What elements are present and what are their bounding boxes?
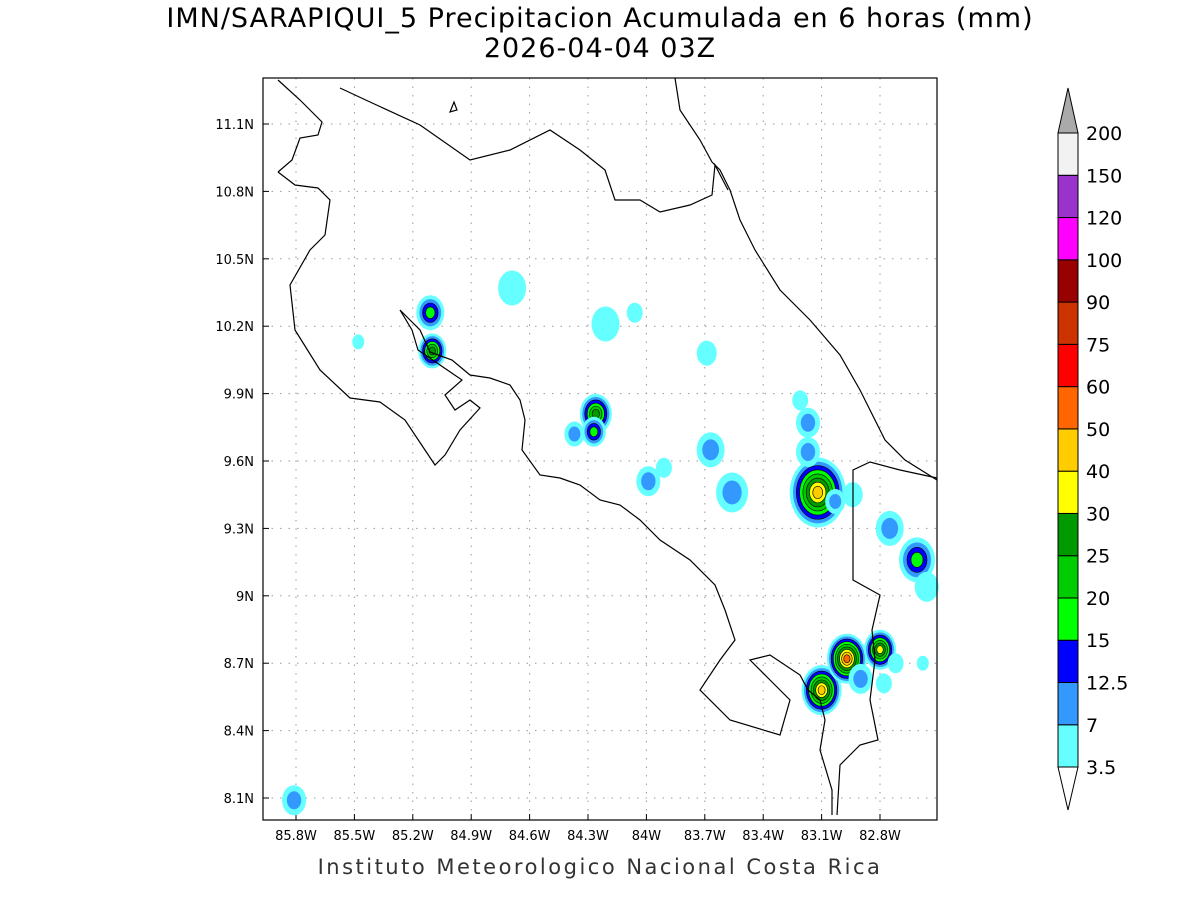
precip-contour-3.5: [655, 457, 672, 478]
precip-contour-7: [881, 517, 899, 539]
precip-contour-7: [641, 472, 656, 491]
colorbar-box-3.5: [1057, 724, 1079, 768]
precip-contour-7: [286, 791, 302, 810]
lon-tick-label: 83.4W: [742, 829, 784, 844]
precip-contour-7: [853, 669, 868, 688]
precip-contour-15: [425, 306, 436, 319]
precip-contour-30: [876, 645, 884, 655]
lon-tick-label: 84.3W: [567, 829, 609, 844]
lon-tick-label: 85.5W: [333, 829, 375, 844]
nicaragua-coastline: [277, 79, 729, 213]
precip-contour-40: [817, 685, 826, 695]
latitude-labels: 11.1N 10.8N 10.5N 10.2N 9.9N 9.6N 9.3N 9N 8.7N 8.…: [215, 118, 254, 807]
map-frame: [262, 77, 938, 821]
colorbar-box-12.5: [1057, 639, 1079, 684]
colorbar-box-150: [1057, 132, 1079, 176]
lon-tick-label: 84.9W: [450, 829, 492, 844]
colorbar-under-arrow: [1057, 766, 1079, 811]
lon-tick-label: 84W: [632, 829, 662, 844]
colorbar-box-25: [1057, 512, 1079, 557]
lon-tick-label: 85.8W: [275, 829, 317, 844]
colorbar-label: 75: [1086, 334, 1110, 356]
precip-contour-7: [829, 493, 842, 509]
lon-tick-label: 83.7W: [684, 829, 726, 844]
chart-subtitle: 2026-04-04 03Z: [483, 33, 717, 64]
colorbar-box-120: [1057, 174, 1079, 219]
island: [448, 100, 458, 113]
colorbar-label: 15: [1086, 630, 1110, 652]
footer-credit: Instituto Meteorologico Nacional Costa R…: [317, 855, 883, 879]
colorbar-box-90: [1057, 259, 1079, 303]
lat-tick-label: 9.6N: [224, 455, 254, 470]
precip-contour-15: [589, 426, 599, 438]
precip-contour-3.5: [626, 302, 643, 323]
precip-contour-7: [800, 413, 816, 432]
colorbar-label: 50: [1086, 419, 1110, 441]
precip-contour-50: [843, 654, 851, 663]
colorbar-label: 7: [1086, 715, 1098, 737]
longitude-labels: 85.8W 85.5W 85.2W 84.9W 84.6W 84.3W 84W 83.7W 83…: [275, 829, 901, 844]
lat-tick-label: 10.8N: [215, 185, 254, 200]
lat-tick-label: 11.1N: [215, 118, 254, 133]
precip-contour-7: [568, 426, 581, 442]
lat-tick-label: 8.4N: [224, 725, 254, 740]
colorbar-label: 3.5: [1086, 757, 1116, 779]
colorbar-label: 30: [1086, 503, 1110, 525]
colorbar-label: 20: [1086, 588, 1110, 610]
lon-tick-label: 83.1W: [801, 829, 843, 844]
lat-tick-label: 10.2N: [215, 320, 254, 335]
lon-tick-label: 85.2W: [392, 829, 434, 844]
precip-contour-3.5: [792, 390, 809, 411]
precip-contour-7: [722, 480, 742, 505]
lat-tick-label: 9.3N: [224, 522, 254, 537]
precip-contour-40: [812, 485, 823, 499]
colorbar-box-40: [1057, 428, 1079, 472]
chart-title: IMN/SARAPIQUI_5 Precipitacion Acumulada …: [166, 3, 1034, 34]
lat-tick-label: 8.7N: [224, 657, 254, 672]
caribbean-coastline: [674, 77, 938, 481]
gridlines: [263, 78, 937, 820]
coastlines: [277, 77, 938, 816]
colorbar-over-arrow: [1057, 87, 1079, 134]
precipitation-cells: [282, 270, 939, 816]
colorbar-label: 120: [1086, 208, 1122, 230]
lat-tick-label: 9.9N: [224, 388, 254, 403]
pacific-coastline: [277, 171, 833, 815]
colorbar-box-15: [1057, 597, 1079, 641]
colorbar-box-7: [1057, 682, 1079, 726]
colorbar-box-60: [1057, 343, 1079, 388]
lat-tick-label: 9N: [236, 590, 254, 605]
colorbar-label: 90: [1086, 292, 1110, 314]
lon-tick-label: 84.6W: [509, 829, 551, 844]
colorbar-box-20: [1057, 555, 1079, 599]
precip-contour-7: [800, 443, 816, 462]
colorbar-label: 12.5: [1086, 673, 1128, 695]
colorbar-label: 100: [1086, 250, 1122, 272]
precip-contour-3.5: [914, 571, 939, 602]
precip-contour-3.5: [696, 340, 717, 366]
precip-contour-3.5: [887, 653, 904, 674]
precip-contour-15: [910, 552, 924, 568]
colorbar-label: 150: [1086, 165, 1122, 187]
lat-tick-label: 8.1N: [224, 792, 254, 807]
lon-tick-label: 82.8W: [859, 829, 901, 844]
precip-contour-3.5: [498, 270, 527, 306]
lat-tick-label: 10.5N: [215, 253, 254, 268]
precip-contour-7: [702, 439, 720, 461]
colorbar-box-30: [1057, 470, 1079, 514]
colorbar-label: 200: [1086, 123, 1122, 145]
colorbar-box-100: [1057, 217, 1079, 261]
precip-contour-3.5: [591, 306, 620, 342]
panama-border: [836, 461, 938, 816]
colorbar-label: 60: [1086, 377, 1110, 399]
colorbar-legend: 3.5 7 12.5 15 20 25 30 40 50 60 75 90 100 120 150 200: [1057, 87, 1128, 811]
colorbar-box-75: [1057, 301, 1079, 345]
precip-contour-3.5: [352, 334, 365, 350]
colorbar-box-50: [1057, 386, 1079, 430]
colorbar-label: 40: [1086, 461, 1110, 483]
precip-contour-3.5: [875, 673, 892, 694]
colorbar-label: 25: [1086, 546, 1110, 568]
precip-contour-3.5: [916, 655, 929, 671]
